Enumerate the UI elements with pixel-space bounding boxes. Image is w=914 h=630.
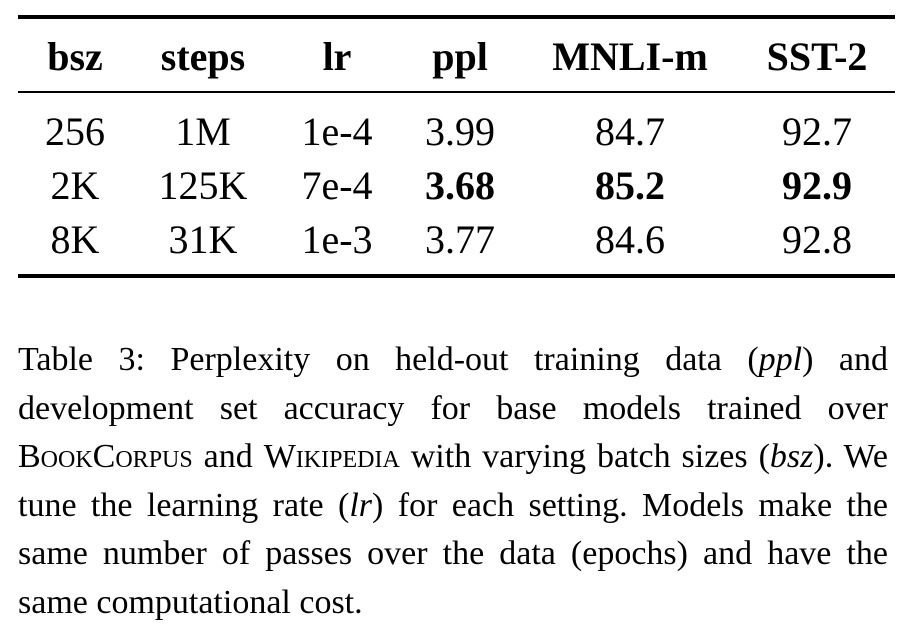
cell-bsz: 256	[45, 109, 105, 154]
header-lr: lr	[322, 34, 352, 79]
cell-sst-2-best: 92.9	[782, 163, 852, 208]
cell-ppl: 3.77	[425, 217, 495, 262]
table-bottom-rule	[18, 274, 895, 278]
cell-lr: 1e-4	[301, 109, 373, 154]
table-mid-rule	[18, 91, 895, 93]
caption-abbrev-ppl: ppl	[758, 341, 803, 378]
cell-lr: 1e-3	[301, 217, 373, 262]
header-steps: steps	[160, 34, 246, 79]
caption-abbrev-bsz: bsz	[769, 438, 814, 475]
caption-dataset-wikipedia: Wikipedia	[263, 438, 400, 475]
cell-sst-2: 92.8	[782, 217, 852, 262]
header-sst-2: SST-2	[766, 34, 868, 79]
cell-bsz: 8K	[50, 217, 100, 262]
caption-text: with varying batch sizes (	[399, 438, 770, 475]
header-ppl: ppl	[432, 34, 488, 79]
table-top-rule	[18, 15, 895, 19]
cell-mnli-m: 84.7	[595, 109, 665, 154]
header-bsz: bsz	[47, 34, 103, 79]
cell-steps: 31K	[168, 217, 238, 262]
caption-dataset-bookcorpus: BookCorpus	[18, 438, 193, 475]
header-mnli-m: MNLI-m	[552, 34, 708, 79]
caption-text: and	[192, 438, 264, 475]
caption-label: Table 3:	[18, 341, 145, 378]
cell-bsz: 2K	[50, 163, 100, 208]
caption-text: ) for each set­ting. Models make the sam…	[18, 486, 888, 621]
cell-steps: 1M	[175, 109, 231, 154]
cell-lr: 7e-4	[301, 163, 373, 208]
cell-mnli-m: 84.6	[595, 217, 665, 262]
caption-text: ) and development set accuracy for base …	[18, 341, 889, 427]
cell-ppl-best: 3.68	[425, 163, 495, 208]
cell-mnli-m-best: 85.2	[595, 163, 665, 208]
caption-text: Perplexity on held-out training data (	[144, 341, 759, 378]
cell-steps: 125K	[158, 163, 248, 208]
table-caption: Table 3: Perplexity on held-out training…	[18, 336, 888, 627]
caption-text: ). We tune the learning rate (	[18, 438, 888, 524]
cell-sst-2: 92.7	[782, 109, 852, 154]
cell-ppl: 3.99	[425, 109, 495, 154]
caption-abbrev-lr: lr	[349, 486, 373, 524]
